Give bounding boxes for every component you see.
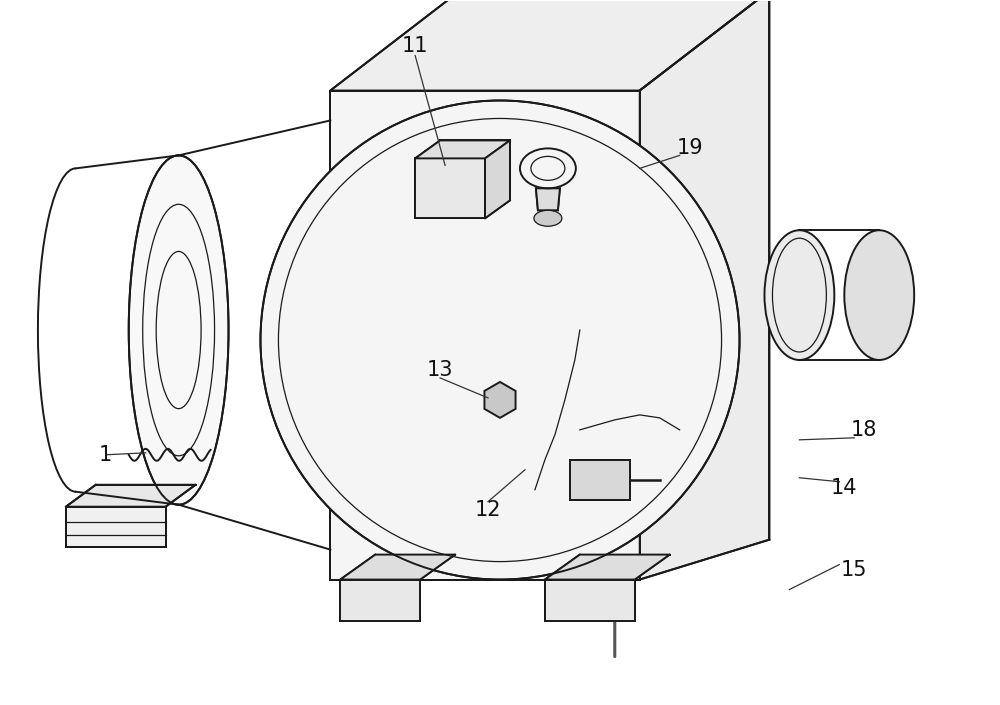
Polygon shape [340, 555, 455, 580]
Polygon shape [66, 485, 196, 507]
Text: 13: 13 [427, 360, 453, 380]
Polygon shape [536, 188, 560, 210]
Text: 11: 11 [402, 36, 428, 56]
Polygon shape [66, 507, 166, 546]
Polygon shape [330, 0, 769, 90]
Polygon shape [484, 382, 516, 418]
Text: 19: 19 [676, 138, 703, 159]
Text: 18: 18 [851, 420, 877, 440]
Polygon shape [330, 90, 640, 580]
Polygon shape [415, 159, 485, 219]
Polygon shape [415, 140, 510, 159]
Ellipse shape [764, 231, 834, 360]
Text: 15: 15 [841, 560, 868, 580]
Ellipse shape [260, 101, 740, 580]
Polygon shape [570, 460, 630, 500]
Text: 12: 12 [475, 500, 501, 520]
Polygon shape [545, 580, 635, 622]
Polygon shape [545, 555, 670, 580]
Polygon shape [485, 140, 510, 219]
Polygon shape [340, 580, 420, 622]
Polygon shape [640, 0, 769, 580]
Ellipse shape [844, 231, 914, 360]
Text: 14: 14 [831, 478, 858, 498]
Text: 1: 1 [99, 445, 112, 465]
Ellipse shape [534, 210, 562, 226]
Ellipse shape [129, 155, 229, 505]
